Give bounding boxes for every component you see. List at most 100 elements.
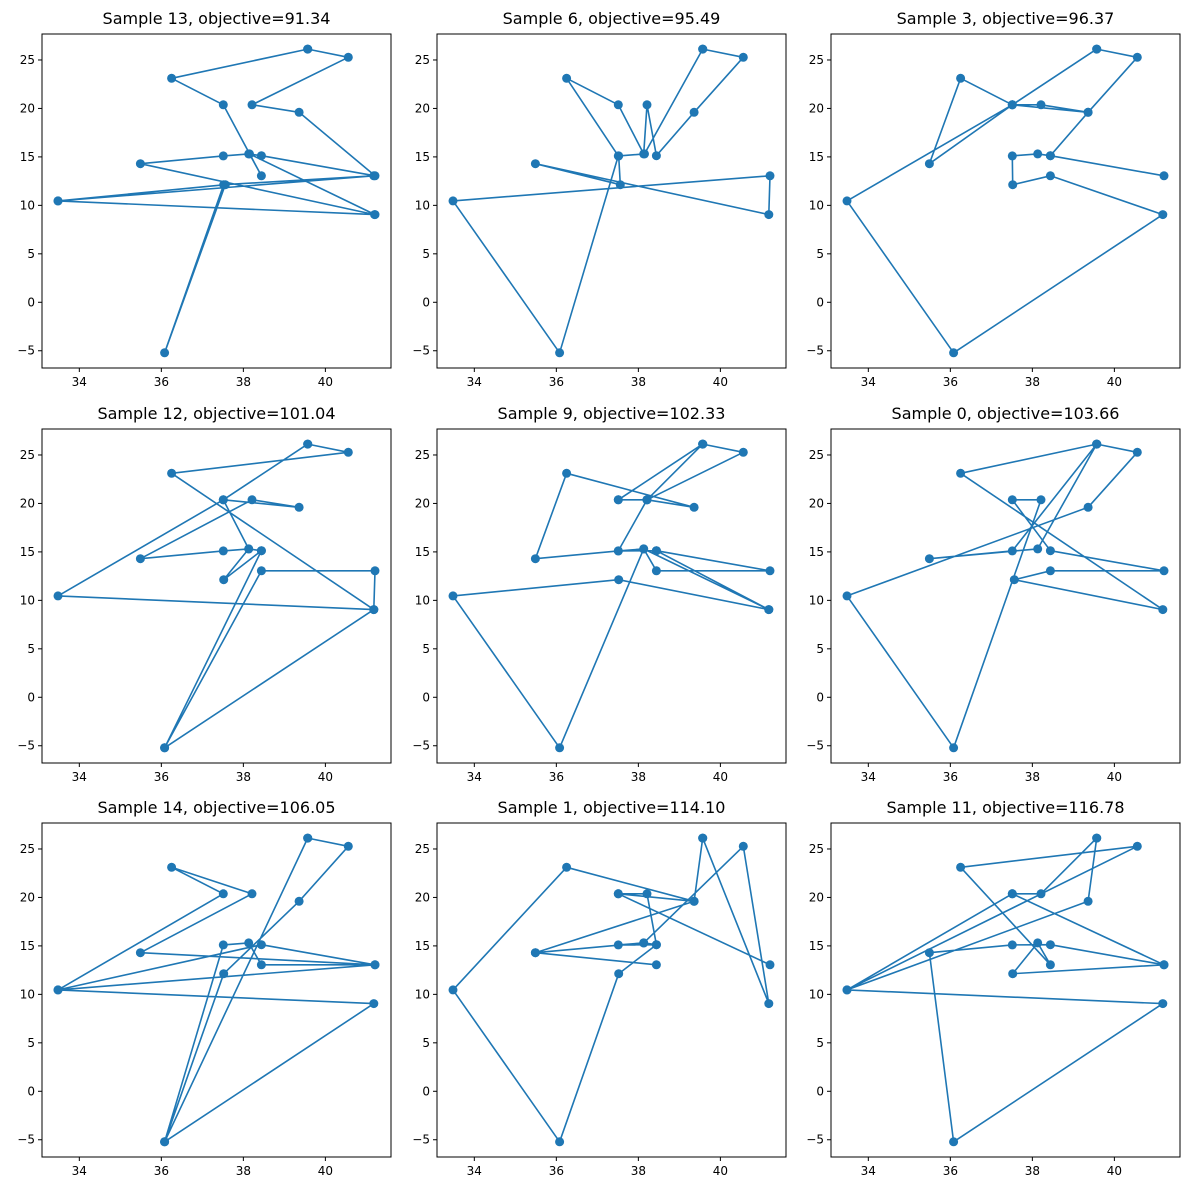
data-point <box>949 348 959 358</box>
data-point <box>218 100 228 110</box>
data-point <box>294 107 304 117</box>
data-point <box>924 554 934 564</box>
subplot-title: Sample 6, objective=95.49 <box>503 9 721 28</box>
data-point <box>1159 566 1169 576</box>
data-point <box>530 159 540 169</box>
data-point <box>765 960 775 970</box>
data-point <box>303 833 313 843</box>
data-point <box>562 862 572 872</box>
data-point <box>614 969 624 979</box>
data-point <box>1158 999 1168 1009</box>
data-point <box>448 591 458 601</box>
y-tick-label: 15 <box>415 939 430 953</box>
data-point <box>1158 605 1168 615</box>
data-point <box>245 149 254 159</box>
x-tick-label: 38 <box>631 770 646 784</box>
subplot-1: Sample 6, objective=95.49 34 36 38 40 −5 0 5 10 1… <box>412 9 787 389</box>
data-point <box>639 938 649 948</box>
x-tick-label: 34 <box>467 1164 482 1178</box>
y-tick-label: −5 <box>17 344 35 358</box>
x-tick-label: 36 <box>943 1164 958 1178</box>
y-tick-label: 25 <box>20 53 35 67</box>
data-point <box>167 862 177 872</box>
subplot-title: Sample 11, objective=116.78 <box>886 798 1124 817</box>
data-point <box>343 52 353 62</box>
y-tick-label: 15 <box>20 545 35 559</box>
y-tick-label: 20 <box>20 890 35 904</box>
x-tick-label: 38 <box>1025 770 1040 784</box>
y-tick-label: 15 <box>20 939 35 953</box>
data-point <box>1092 833 1102 843</box>
data-point <box>949 743 959 753</box>
data-point <box>1007 100 1017 110</box>
data-point <box>218 546 228 556</box>
x-tick-label: 40 <box>713 375 728 389</box>
x-tick-label: 40 <box>713 770 728 784</box>
y-tick-label: 5 <box>816 1036 824 1050</box>
y-tick-label: 10 <box>20 987 35 1001</box>
y-tick-label: 15 <box>809 939 824 953</box>
y-tick-label: 20 <box>20 101 35 115</box>
x-tick-label: 34 <box>861 770 876 784</box>
data-point <box>614 575 624 585</box>
y-tick-label: 25 <box>415 842 430 856</box>
data-point <box>1033 938 1043 948</box>
y-tick-label: 10 <box>809 593 824 607</box>
x-tick-label: 38 <box>236 770 251 784</box>
data-point <box>1036 889 1046 899</box>
x-tick-label: 36 <box>154 770 169 784</box>
y-tick-label: 25 <box>809 842 824 856</box>
subplot-title: Sample 1, objective=114.10 <box>498 798 726 817</box>
plot-frame <box>41 33 392 369</box>
route-line <box>846 443 1165 749</box>
data-point <box>1045 566 1055 576</box>
y-tick-label: −5 <box>17 739 35 753</box>
subplot-4: Sample 9, objective=102.33 34 36 38 40 −5 0 5 10… <box>412 404 787 784</box>
data-point <box>1159 171 1169 181</box>
x-tick-label: 38 <box>1025 1164 1040 1178</box>
data-point <box>613 889 623 899</box>
y-tick-label: 0 <box>27 295 35 309</box>
data-point <box>294 896 304 906</box>
data-point <box>244 938 254 948</box>
data-point <box>369 605 379 615</box>
y-tick-label: 0 <box>816 1084 824 1098</box>
data-point <box>1132 447 1142 457</box>
y-tick-label: 20 <box>20 496 35 510</box>
plot-frame <box>41 428 392 764</box>
y-tick-label: 10 <box>809 987 824 1001</box>
data-point <box>1009 575 1019 585</box>
x-tick-label: 34 <box>467 375 482 389</box>
data-point <box>167 73 177 83</box>
data-point <box>135 948 145 958</box>
data-point <box>1033 149 1043 159</box>
data-point <box>1132 52 1142 62</box>
y-tick-label: −5 <box>412 344 430 358</box>
data-point <box>167 468 177 478</box>
data-point <box>764 210 774 220</box>
data-point <box>256 940 266 950</box>
plot-frame <box>830 428 1181 764</box>
data-point <box>698 44 708 54</box>
x-tick-label: 38 <box>631 375 646 389</box>
x-tick-label: 36 <box>549 375 564 389</box>
subplot-5: Sample 0, objective=103.66 34 36 38 40 −5 0 5 10… <box>806 404 1181 784</box>
x-tick-label: 38 <box>236 1164 251 1178</box>
x-tick-label: 34 <box>72 1164 87 1178</box>
subplot-0: Sample 13, objective=91.34 34 36 38 40 −5 0 5 10… <box>17 9 392 389</box>
y-tick-label: 20 <box>809 496 824 510</box>
subplot-title: Sample 9, objective=102.33 <box>498 404 726 423</box>
x-tick-label: 36 <box>154 1164 169 1178</box>
data-point <box>343 841 353 851</box>
data-point <box>842 196 852 206</box>
data-point <box>343 447 353 457</box>
y-tick-label: 20 <box>809 101 824 115</box>
x-tick-label: 34 <box>72 375 87 389</box>
x-tick-label: 36 <box>549 1164 564 1178</box>
data-point <box>369 171 379 181</box>
y-tick-label: 0 <box>27 1084 35 1098</box>
x-tick-label: 38 <box>631 1164 646 1178</box>
data-point <box>555 1137 565 1147</box>
route-line <box>452 837 771 1143</box>
data-point <box>256 171 266 181</box>
